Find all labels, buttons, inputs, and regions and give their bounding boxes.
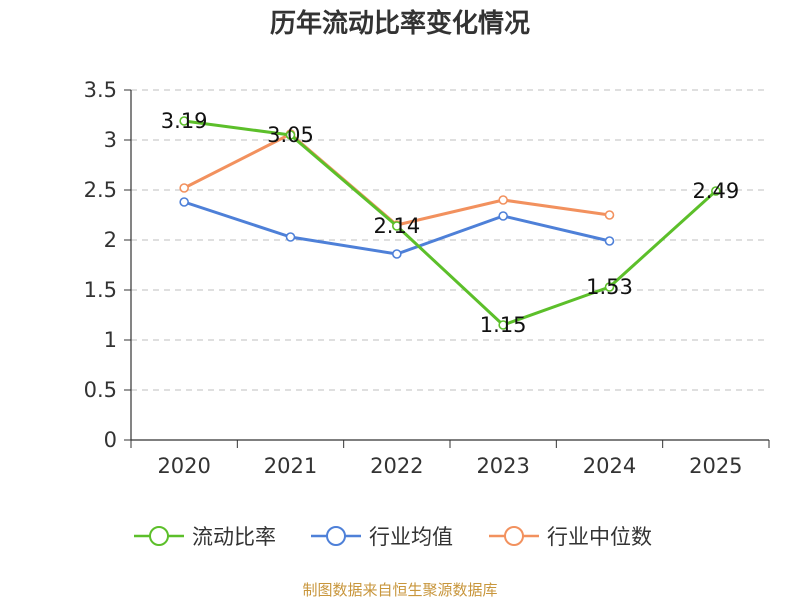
y-tick-label: 3.5: [84, 78, 117, 102]
source-note: 制图数据来自恒生聚源数据库: [302, 581, 497, 599]
x-tick-label: 2025: [689, 454, 742, 478]
legend-label: 流动比率: [192, 525, 276, 549]
data-point[interactable]: [285, 232, 296, 242]
legend-item-1[interactable]: 流动比率: [134, 525, 276, 549]
data-point[interactable]: [392, 221, 402, 231]
data-label: 3.05: [267, 123, 314, 147]
data-point[interactable]: [179, 183, 189, 193]
legend-marker: [149, 526, 169, 546]
x-tick-label: 2021: [264, 454, 317, 478]
y-tick-label: 2: [104, 228, 117, 252]
x-tick-label: 2023: [476, 454, 529, 478]
data-label: 2.14: [373, 214, 420, 238]
legend-item-3[interactable]: 行业中位数: [489, 525, 652, 549]
data-labels: 3.19 3.05 2.14 1.15 1.53 2.49: [161, 109, 739, 337]
data-label: 1.53: [586, 275, 633, 299]
data-label: 2.49: [692, 179, 739, 203]
y-tick-label: 1: [104, 328, 117, 352]
legend-label: 行业均值: [369, 525, 453, 549]
data-label: 3.19: [161, 109, 208, 133]
data-point[interactable]: [604, 236, 615, 246]
series-line: [183, 132, 610, 227]
data-point[interactable]: [498, 320, 508, 330]
legend-marker: [504, 526, 524, 546]
series-line: [183, 119, 717, 327]
y-tick-label: 0: [104, 428, 117, 452]
data-point[interactable]: [498, 211, 508, 221]
data-point[interactable]: [285, 130, 296, 140]
y-tick-label: 2.5: [84, 178, 117, 202]
legend[interactable]: 流动比率 行业均值 行业中位数: [134, 525, 652, 549]
series-lines: [179, 116, 721, 330]
data-label: 1.15: [480, 313, 527, 337]
x-tick-label: 2024: [583, 454, 636, 478]
x-tick-label: 2020: [157, 454, 210, 478]
data-point[interactable]: [604, 210, 615, 220]
series-2: [179, 197, 615, 259]
legend-marker: [326, 526, 346, 546]
axes: 0 0.5 1 1.5 2 2.5 3 3.5 2020 2021 2022 2023 2024 2025: [84, 78, 770, 478]
chart-title: 历年流动比率变化情况: [270, 8, 530, 39]
data-point[interactable]: [711, 186, 721, 196]
data-point[interactable]: [179, 197, 189, 207]
y-tick-label: 0.5: [84, 378, 117, 402]
legend-item-2[interactable]: 行业均值: [311, 525, 453, 549]
series-1: [179, 116, 721, 330]
y-tick-label: 3: [104, 128, 117, 152]
x-tick-label: 2022: [370, 454, 423, 478]
y-tick-label: 1.5: [84, 278, 117, 302]
data-point[interactable]: [604, 282, 615, 292]
data-point[interactable]: [498, 195, 508, 205]
grid: [131, 89, 769, 391]
data-point[interactable]: [392, 249, 402, 259]
data-point[interactable]: [179, 116, 189, 126]
legend-label: 行业中位数: [547, 525, 652, 549]
